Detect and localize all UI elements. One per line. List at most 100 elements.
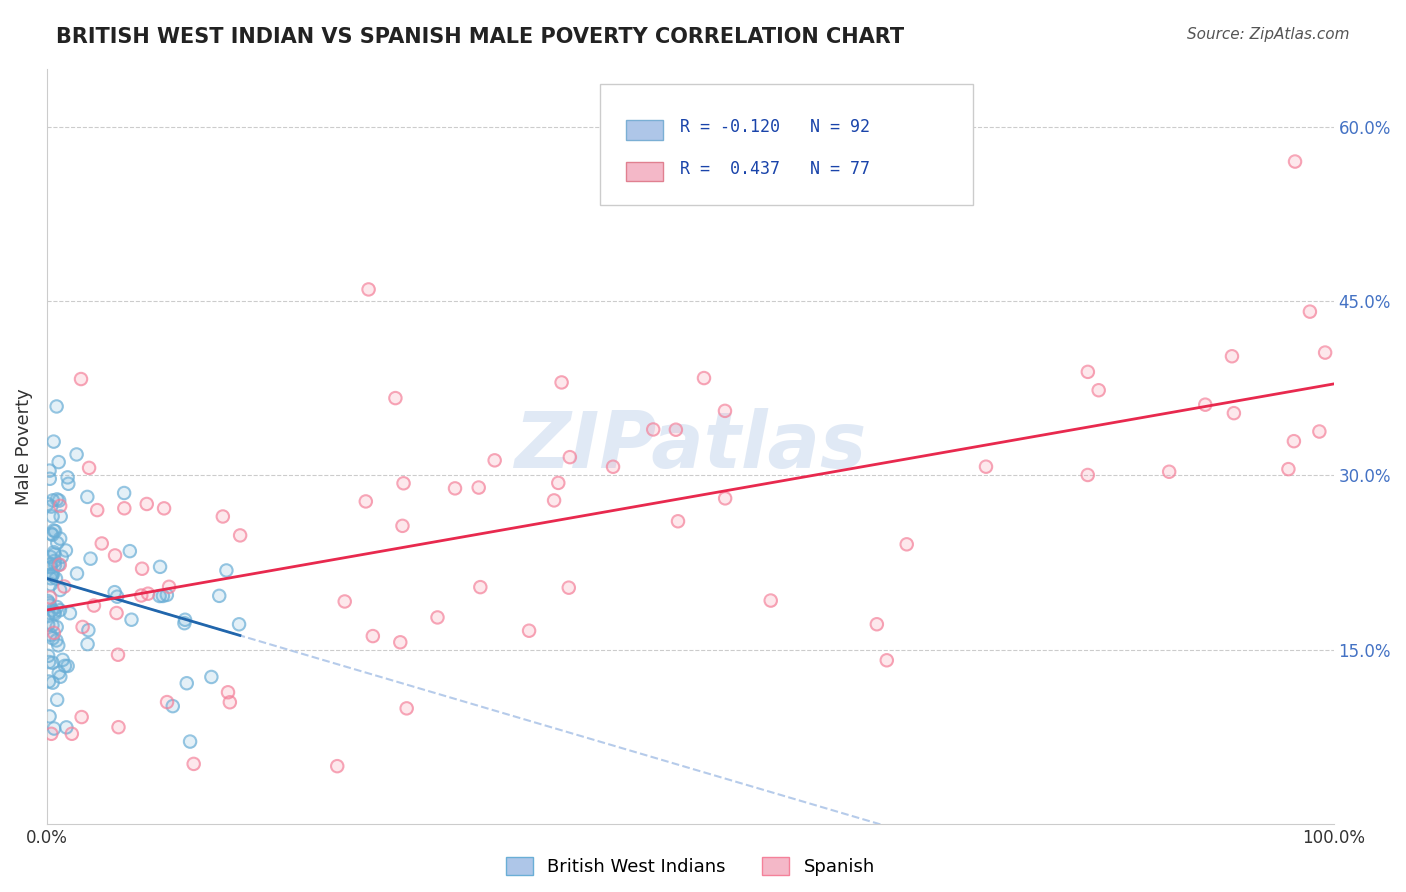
Point xyxy=(39,571,62,585)
Point xyxy=(42,626,65,640)
Point xyxy=(156,588,179,602)
Point xyxy=(49,558,72,572)
Point xyxy=(39,549,62,564)
Point xyxy=(38,655,60,669)
Point xyxy=(392,476,415,491)
Point xyxy=(42,567,65,582)
Point xyxy=(643,422,665,436)
Point xyxy=(51,549,73,564)
Point xyxy=(361,629,384,643)
Point xyxy=(37,648,59,663)
Point xyxy=(129,589,152,603)
Point xyxy=(470,580,492,594)
Point xyxy=(58,476,80,491)
Point xyxy=(55,720,77,734)
Point xyxy=(183,756,205,771)
Point xyxy=(44,547,66,561)
Point xyxy=(41,568,63,582)
Point xyxy=(39,577,62,591)
Point xyxy=(149,559,172,574)
Point xyxy=(72,620,94,634)
Point xyxy=(547,475,569,490)
Point xyxy=(107,648,129,662)
Point xyxy=(395,701,418,715)
Point xyxy=(37,497,59,511)
Point xyxy=(49,670,72,684)
Point xyxy=(1313,345,1336,359)
Point xyxy=(39,500,62,514)
Point xyxy=(136,587,159,601)
Point xyxy=(1077,365,1099,379)
Point xyxy=(44,605,66,619)
Point xyxy=(49,532,72,546)
Point xyxy=(49,499,72,513)
Point xyxy=(49,509,72,524)
Point xyxy=(42,524,65,538)
Point xyxy=(118,544,141,558)
Point xyxy=(1194,398,1216,412)
Point xyxy=(41,656,63,670)
FancyBboxPatch shape xyxy=(626,162,664,181)
Point xyxy=(354,494,377,508)
Point xyxy=(136,587,159,601)
Point xyxy=(357,282,380,296)
Point xyxy=(44,607,66,621)
Point xyxy=(1077,467,1099,482)
Point xyxy=(42,434,65,449)
Point xyxy=(41,603,63,617)
Point xyxy=(395,701,418,715)
Point xyxy=(173,616,195,631)
Point xyxy=(39,628,62,642)
Point xyxy=(1159,465,1181,479)
Point xyxy=(38,472,60,486)
Point xyxy=(974,459,997,474)
Point xyxy=(217,685,239,699)
Point xyxy=(46,536,69,550)
Point xyxy=(55,543,77,558)
Point xyxy=(229,528,252,542)
Point xyxy=(86,503,108,517)
Point xyxy=(1277,462,1299,476)
Point xyxy=(866,617,889,632)
Point xyxy=(39,571,62,585)
Point xyxy=(470,580,492,594)
Point xyxy=(1087,383,1109,397)
Point xyxy=(714,404,737,418)
Point xyxy=(391,519,413,533)
Point xyxy=(426,610,449,624)
Point xyxy=(896,537,918,551)
Point xyxy=(44,554,66,568)
Point xyxy=(38,599,60,613)
Point xyxy=(1282,434,1305,449)
Point xyxy=(176,676,198,690)
Point xyxy=(1223,406,1246,420)
Point xyxy=(112,486,135,500)
Point xyxy=(326,759,349,773)
Point xyxy=(83,599,105,613)
Point xyxy=(53,580,76,594)
Point xyxy=(384,391,406,405)
Point xyxy=(37,497,59,511)
Point xyxy=(1077,365,1099,379)
Point xyxy=(86,503,108,517)
Point xyxy=(121,613,143,627)
Point xyxy=(41,632,63,646)
Point xyxy=(77,623,100,637)
Point xyxy=(51,549,73,564)
Point xyxy=(107,648,129,662)
Point xyxy=(41,509,63,524)
Point xyxy=(76,637,98,651)
Point xyxy=(326,759,349,773)
Point xyxy=(200,670,222,684)
Point xyxy=(602,459,624,474)
Point xyxy=(66,566,89,581)
Point xyxy=(83,599,105,613)
Point xyxy=(558,581,581,595)
Point xyxy=(218,695,240,709)
Point xyxy=(517,624,540,638)
Point xyxy=(156,695,179,709)
Point xyxy=(229,528,252,542)
Point xyxy=(484,453,506,467)
Point xyxy=(149,589,172,603)
Point xyxy=(550,376,572,390)
